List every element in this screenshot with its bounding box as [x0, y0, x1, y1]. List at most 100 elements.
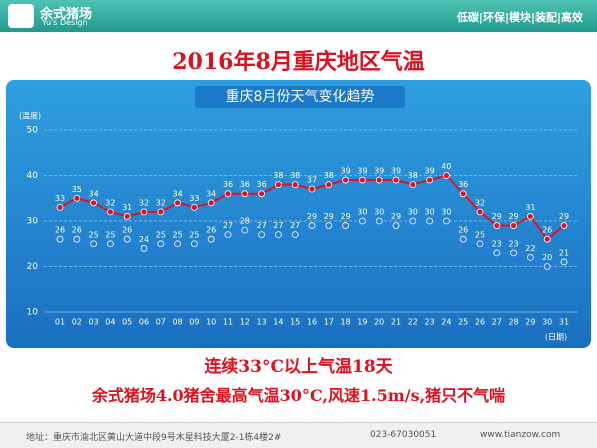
x-tick-label: 09 — [189, 318, 199, 327]
data-label: 24 — [139, 235, 149, 244]
data-label: 34 — [206, 189, 216, 198]
point — [308, 222, 316, 229]
website: www.tianzow.com — [480, 430, 561, 440]
x-tick-label: 20 — [374, 318, 384, 327]
data-label: 29 — [341, 212, 351, 221]
point — [90, 240, 97, 248]
x-tick-label: 07 — [156, 318, 166, 327]
point — [560, 222, 568, 229]
data-label: 30 — [374, 208, 384, 217]
chart-panel — [6, 80, 591, 348]
point — [325, 222, 333, 229]
point — [174, 199, 182, 207]
point — [342, 176, 350, 184]
y-tick-label: 20 — [27, 262, 39, 272]
x-tick-label: 22 — [408, 318, 418, 327]
point — [527, 253, 534, 261]
page-title: 2016年8月重庆地区气温 — [172, 49, 425, 75]
data-label: 27 — [257, 221, 267, 230]
point — [241, 190, 249, 198]
point — [543, 263, 551, 270]
point — [224, 190, 232, 198]
y-tick-label: 50 — [27, 126, 39, 136]
data-label: 35 — [72, 185, 82, 194]
x-tick-label: 29 — [525, 318, 535, 327]
address: 地址：重庆市渝北区黄山大道中段9号木星科技大厦2-1栋4楼2# — [26, 433, 282, 443]
y-tick-label: 30 — [27, 217, 39, 227]
data-label: 29 — [559, 212, 569, 221]
data-label: 39 — [391, 167, 401, 176]
point — [375, 176, 383, 184]
data-label: 38 — [273, 171, 283, 180]
data-label: 39 — [425, 167, 435, 176]
x-tick-label: 02 — [72, 318, 82, 327]
data-label: 39 — [357, 167, 367, 176]
point — [476, 240, 484, 248]
data-label: 38 — [408, 171, 418, 180]
x-tick-label: 01 — [55, 318, 65, 327]
x-tick-label: 15 — [290, 318, 300, 327]
x-tick-label: 26 — [475, 318, 485, 327]
data-label: 30 — [425, 208, 435, 217]
data-label: 22 — [525, 244, 535, 253]
point — [107, 240, 114, 248]
data-label: 27 — [273, 221, 283, 230]
data-label: 34 — [173, 189, 183, 198]
point — [274, 231, 282, 239]
point — [392, 176, 400, 184]
data-label: 25 — [475, 230, 485, 239]
point — [157, 240, 165, 248]
point — [308, 185, 316, 193]
point — [325, 181, 333, 189]
data-label: 39 — [374, 167, 384, 176]
point — [73, 235, 81, 243]
point — [409, 217, 417, 225]
slogan: 低碳|环保|模块|装配|高效 — [456, 11, 583, 24]
data-label: 32 — [156, 198, 166, 207]
data-label: 38 — [324, 171, 334, 180]
point — [123, 213, 131, 220]
x-tick-label: 06 — [139, 318, 149, 327]
brand: 余式猪场 — [40, 7, 93, 22]
point — [174, 240, 182, 248]
data-label: 36 — [458, 180, 468, 189]
point — [207, 199, 215, 207]
point — [527, 213, 534, 220]
phone: 023-67030051 — [370, 430, 437, 440]
point — [375, 217, 383, 225]
point — [493, 249, 501, 257]
point — [157, 208, 165, 216]
point — [358, 176, 366, 184]
note: 连续33°C以上气温18天 — [204, 357, 393, 377]
point — [190, 240, 198, 248]
footer: 地址：重庆市渝北区黄山大道中段9号木星科技大厦2-1栋4楼2# 023-6703… — [0, 422, 597, 448]
x-tick-label: 27 — [492, 318, 502, 327]
point — [409, 181, 417, 189]
x-tick-label: 28 — [509, 318, 519, 327]
data-label: 36 — [240, 180, 250, 189]
point — [190, 203, 198, 211]
x-tick-label: 19 — [357, 318, 367, 327]
x-tick-label: 25 — [458, 318, 468, 327]
point — [274, 181, 282, 189]
data-label: 23 — [492, 239, 502, 248]
point — [426, 176, 434, 184]
data-label: 30 — [357, 208, 367, 217]
x-tick-label: 24 — [441, 318, 451, 327]
x-tick-label: 23 — [425, 318, 435, 327]
note: 余式猪场4.0猪舍最高气温30°C,风速1.5m/s,猪只不气喘 — [91, 386, 506, 405]
point — [140, 244, 148, 252]
data-label: 29 — [509, 212, 519, 221]
data-label: 26 — [72, 226, 82, 235]
x-tick-label: 21 — [391, 318, 401, 327]
x-tick-label: 11 — [223, 318, 233, 327]
data-label: 26 — [206, 226, 216, 235]
point — [476, 208, 484, 216]
data-label: 25 — [105, 230, 115, 239]
data-label: 27 — [223, 221, 233, 230]
data-label: 21 — [559, 248, 569, 257]
data-label: 29 — [492, 212, 502, 221]
x-tick-label: 13 — [257, 318, 267, 327]
x-tick-label: 30 — [542, 318, 552, 327]
